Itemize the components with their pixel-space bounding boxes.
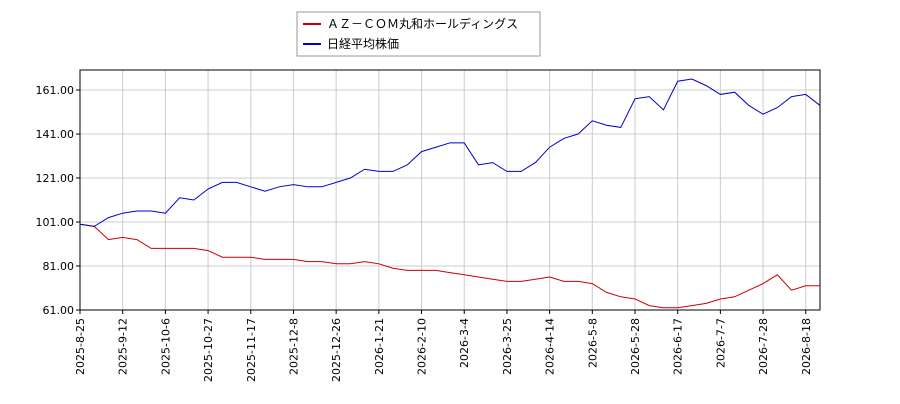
x-tick-label: 2025-10-6 xyxy=(159,318,172,375)
x-tick-label: 2026-7-28 xyxy=(757,318,770,375)
x-tick-label: 2025-12-8 xyxy=(287,318,300,375)
y-tick-label: 161.00 xyxy=(36,84,75,97)
plot-frame xyxy=(79,69,821,311)
x-tick-label: 2026-8-18 xyxy=(800,318,813,375)
x-tick-label: 2025-9-12 xyxy=(117,318,130,375)
legend-label: ＡＺ－ＣＯＭ丸和ホールディングス xyxy=(327,16,518,31)
x-tick-label: 2026-5-28 xyxy=(629,318,642,375)
y-tick-label: 121.00 xyxy=(36,172,75,185)
legend xyxy=(296,11,541,57)
legend-label: 日経平均株価 xyxy=(327,36,399,51)
y-tick-label: 61.00 xyxy=(43,304,75,317)
x-tick-label: 2026-2-10 xyxy=(416,318,429,375)
y-tick-label: 101.00 xyxy=(36,216,75,229)
x-tick-label: 2025-10-27 xyxy=(202,318,215,382)
x-tick-label: 2025-8-25 xyxy=(74,318,87,375)
x-tick-label: 2026-6-17 xyxy=(672,318,685,375)
x-tick-label: 2026-3-4 xyxy=(458,318,471,368)
x-tick-label: 2026-7-7 xyxy=(714,318,727,368)
series-line xyxy=(79,78,821,227)
y-tick-label: 81.00 xyxy=(43,260,75,273)
x-tick-label: 2026-5-8 xyxy=(586,318,599,368)
y-tick-label: 141.00 xyxy=(36,128,75,141)
x-tick-label: 2026-1-21 xyxy=(373,318,386,375)
x-tick-label: 2026-3-25 xyxy=(501,318,514,375)
series-line xyxy=(79,223,820,309)
x-tick-label: 2026-4-14 xyxy=(544,318,557,375)
x-tick-label: 2025-11-17 xyxy=(245,318,258,382)
x-tick-label: 2025-12-26 xyxy=(330,318,343,382)
